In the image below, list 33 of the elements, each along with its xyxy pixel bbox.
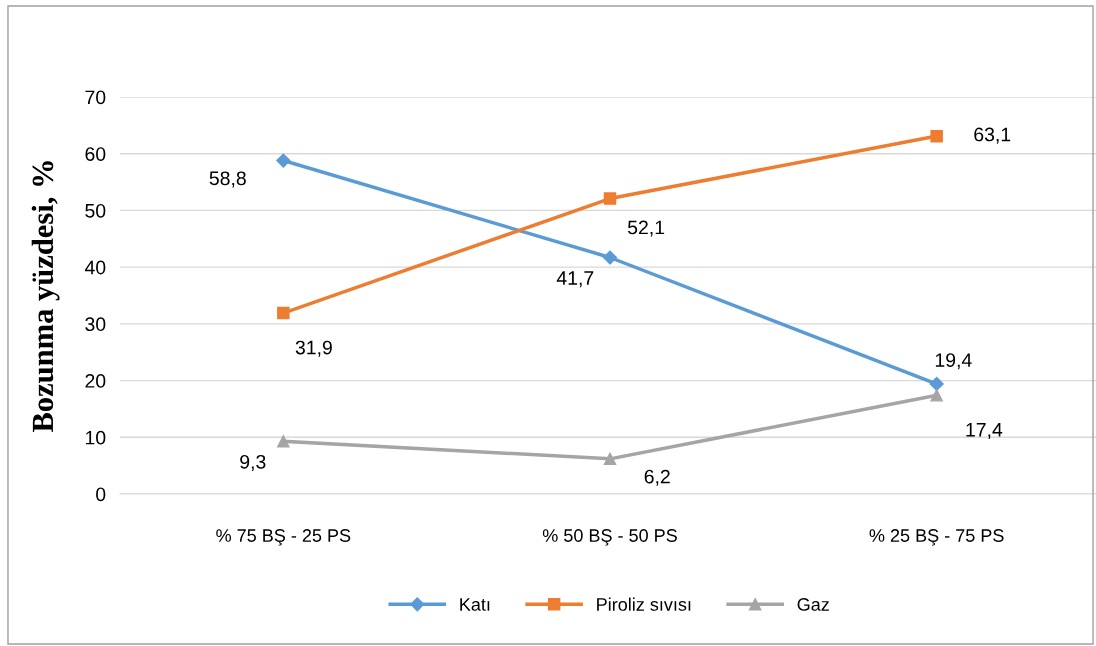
y-tick-label: 10 (85, 430, 106, 445)
point (602, 250, 618, 265)
point (929, 376, 944, 392)
point (277, 435, 290, 448)
y-tick-label: 50 (85, 203, 106, 218)
data-label: 17,4 (966, 423, 1003, 439)
point (930, 129, 943, 143)
x-tick-label: % 50 BŞ - 50 PS (542, 529, 677, 546)
y-tick-label: 20 (85, 374, 106, 388)
data-label: 41,7 (556, 271, 594, 288)
data-label: 19,4 (935, 353, 972, 370)
y-tick-label: 0 (96, 487, 106, 502)
y-tick-label: 60 (85, 147, 106, 161)
data-label: 52,1 (627, 220, 665, 237)
data-label: 63,1 (974, 127, 1011, 144)
y-axis-title: Bozunma yüzdesi, % (31, 161, 60, 433)
x-tick-label: % 25 BŞ - 75 PS (869, 529, 1004, 546)
data-label: 6,2 (644, 469, 670, 486)
legend-label: Gaz (797, 598, 829, 611)
data-label: 31,9 (295, 340, 332, 357)
legend-label: Piroliz sıvısı (597, 597, 691, 611)
point (277, 306, 290, 320)
y-tick-label: 30 (85, 317, 106, 332)
point (930, 389, 943, 402)
point (276, 153, 291, 168)
point (603, 452, 617, 466)
y-tick-label: 40 (84, 260, 106, 275)
data-label: 9,3 (240, 454, 266, 471)
data-label: 58,8 (209, 171, 246, 188)
y-tick-label: 70 (85, 90, 106, 105)
point (603, 192, 617, 205)
x-tick-label: % 75 BŞ - 25 PS (216, 529, 351, 546)
legend-label: Katı (460, 598, 490, 611)
